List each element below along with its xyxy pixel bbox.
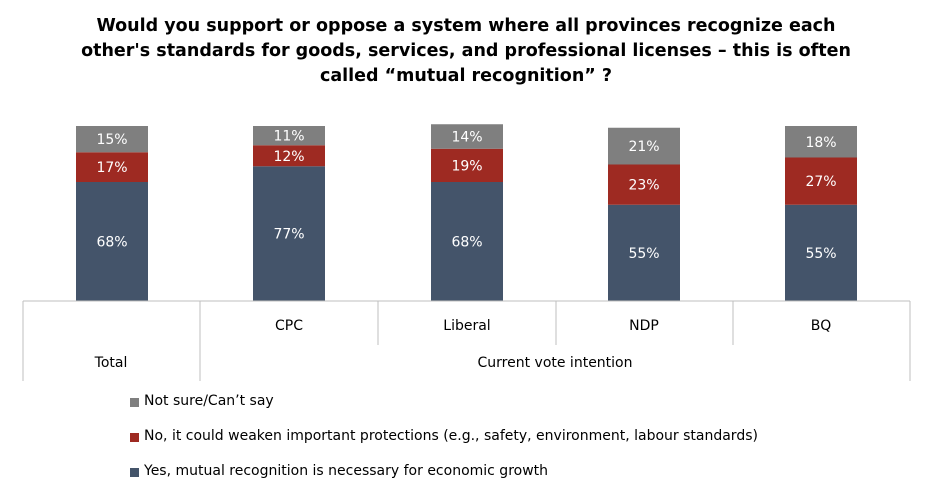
data-label-not-sure-total: 15% bbox=[96, 132, 127, 148]
bar-yes-cpc bbox=[253, 166, 325, 301]
data-label-not-sure-liberal: 14% bbox=[451, 130, 482, 146]
category-label-liberal: Liberal bbox=[443, 318, 491, 334]
data-label-no-ndp: 23% bbox=[628, 178, 659, 194]
bar-yes-liberal bbox=[431, 182, 503, 301]
legend-swatch-not-sure bbox=[130, 398, 139, 407]
legend-label-yes: Yes, mutual recognition is necessary for… bbox=[144, 463, 549, 479]
bar-not-sure-ndp bbox=[608, 127, 680, 165]
data-label-not-sure-ndp: 21% bbox=[628, 139, 659, 155]
data-label-no-liberal: 19% bbox=[451, 158, 482, 174]
data-label-no-cpc: 12% bbox=[273, 149, 304, 165]
category-label-bq: BQ bbox=[810, 318, 832, 334]
bar-yes-total bbox=[76, 182, 148, 301]
bar-not-sure-cpc bbox=[253, 126, 325, 146]
category-label-cpc: CPC bbox=[275, 318, 303, 334]
chart-title: Would you support or oppose a system whe… bbox=[60, 14, 872, 89]
data-label-yes-ndp: 55% bbox=[628, 246, 659, 262]
group-label-current-vote-intention: Current vote intention bbox=[477, 355, 633, 371]
bar-not-sure-bq bbox=[785, 126, 857, 158]
data-label-yes-liberal: 68% bbox=[451, 235, 482, 251]
legend-label-not-sure: Not sure/Can’t say bbox=[144, 393, 274, 409]
data-label-yes-total: 68% bbox=[96, 235, 127, 251]
bar-yes-ndp bbox=[608, 204, 680, 301]
data-label-no-bq: 27% bbox=[805, 174, 836, 190]
legend-swatch-no bbox=[130, 433, 139, 442]
chart-title-line-3: called “mutual recognition” ? bbox=[319, 66, 613, 86]
data-label-yes-cpc: 77% bbox=[273, 227, 304, 243]
data-label-no-total: 17% bbox=[96, 160, 127, 176]
data-label-yes-bq: 55% bbox=[805, 246, 836, 262]
bar-not-sure-liberal bbox=[431, 124, 503, 149]
bar-no-bq bbox=[785, 157, 857, 205]
stacked-bar-chart: 68% 17% 15% 77% 12% 11% 68% 19% 14% 55% 23% 21% 55% 2… bbox=[22, 124, 911, 381]
bar-not-sure-total bbox=[76, 126, 148, 153]
bar-no-liberal bbox=[431, 148, 503, 182]
category-label-ndp: NDP bbox=[629, 318, 659, 334]
group-label-total: Total bbox=[94, 355, 128, 371]
bar-yes-bq bbox=[785, 204, 857, 301]
data-label-not-sure-bq: 18% bbox=[805, 135, 836, 151]
chart-title-line-2: other's standards for goods, services, a… bbox=[81, 41, 851, 61]
legend-label-no: No, it could weaken important protection… bbox=[144, 428, 758, 444]
chart-title-line-1: Would you support or oppose a system whe… bbox=[96, 16, 836, 36]
legend-swatch-yes bbox=[130, 468, 139, 477]
bar-no-ndp bbox=[608, 164, 680, 205]
bar-no-cpc bbox=[253, 145, 325, 167]
data-label-not-sure-cpc: 11% bbox=[273, 129, 304, 145]
bar-no-total bbox=[76, 152, 148, 182]
